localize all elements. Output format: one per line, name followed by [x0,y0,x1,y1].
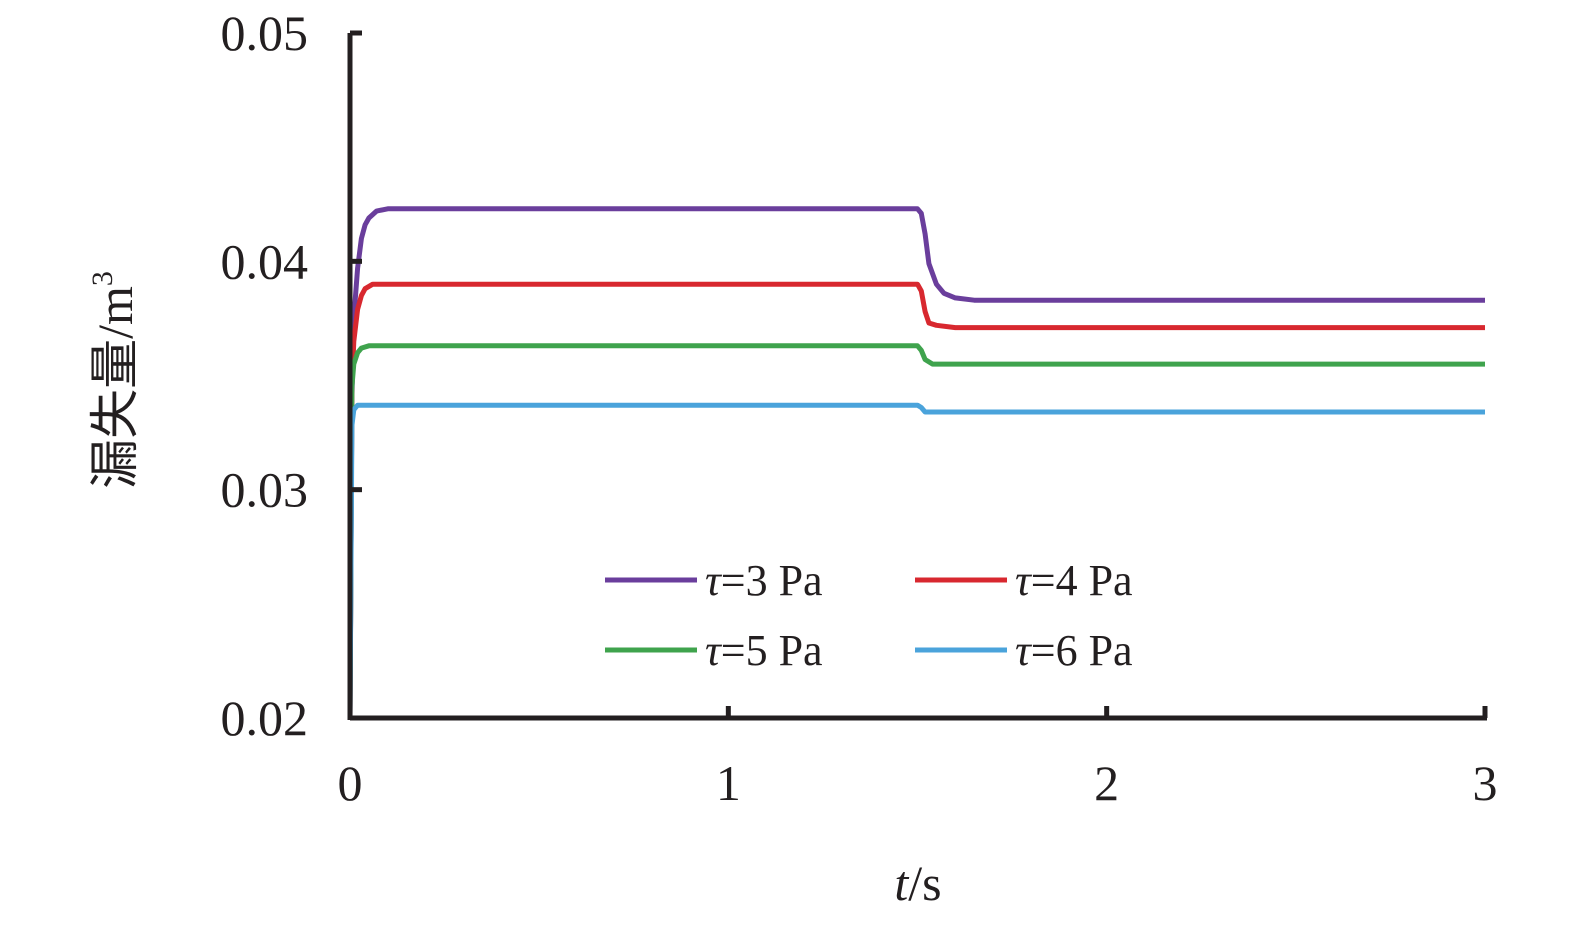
y-tick-label: 0.02 [221,690,309,746]
legend-label-rest: =3 Pa [721,556,823,605]
x-tick-label: 1 [716,755,741,811]
x-tick-label: 2 [1094,755,1119,811]
series-line-2 [347,281,1485,719]
y-axis-label-sup: 3 [86,271,119,286]
legend-label-rest: =5 Pa [721,626,823,675]
y-tick-label: 0.03 [221,462,309,518]
legend-label-2: τ=4 Pa [1015,556,1133,605]
legend-label-rest: =6 Pa [1031,626,1133,675]
legend-label-4: τ=6 Pa [1015,626,1133,675]
series-line-4 [347,402,1485,719]
axes [347,33,1487,721]
legend-symbol: τ [1015,626,1033,675]
legend-symbol: τ [705,556,723,605]
series-line-1 [347,206,1485,719]
y-axis-label: 漏失量/m3 [86,271,143,489]
y-axis-label-text: 漏失量/m [87,286,143,489]
y-tick-label: 0.04 [221,233,309,289]
x-axis-label: t/s [894,855,941,911]
legend-symbol: τ [1015,556,1033,605]
legend-symbol: τ [705,626,723,675]
legend-label-1: τ=3 Pa [705,556,823,605]
legend-label-rest: =4 Pa [1031,556,1133,605]
x-axis-label-italic: t [894,855,909,911]
series-layer [347,206,1485,719]
legend: τ=3 Pa τ=4 Paτ=5 Pa τ=6 Pa [605,556,1133,675]
y-tick-label: 0.05 [221,5,309,61]
x-axis-label-rest: /s [908,855,941,911]
legend-label-3: τ=5 Pa [705,626,823,675]
x-tick-label: 0 [338,755,363,811]
series-line-3 [347,343,1485,719]
x-tick-label: 3 [1473,755,1498,811]
ticks: 0.02 0.03 0.04 0.05 0 1 2 3 [221,5,1498,811]
